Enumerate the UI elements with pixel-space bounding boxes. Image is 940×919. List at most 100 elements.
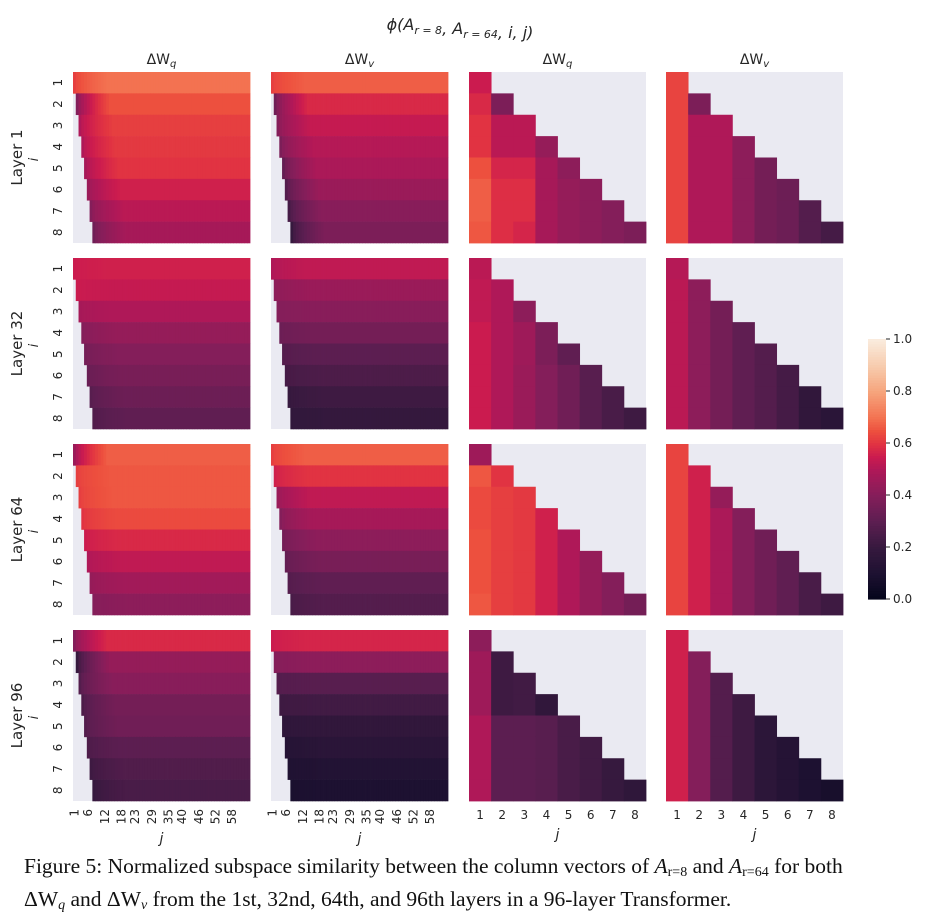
heatmap-cell: [189, 178, 193, 201]
heatmap-cell: [378, 694, 383, 716]
heatmap-cell: [666, 736, 689, 759]
heatmap-cell: [378, 486, 383, 509]
heatmap-cell: [398, 672, 402, 695]
heatmap-cell: [108, 364, 113, 387]
heatmap-cell: [323, 572, 327, 594]
heatmap-cell: [241, 529, 245, 552]
heatmap-cell: [389, 486, 394, 509]
heatmap-cell: [293, 279, 297, 302]
heatmap-cell: [381, 407, 385, 430]
heatmap-cell: [298, 508, 302, 530]
heatmap-cell: [342, 72, 347, 94]
heatmap-cell: [233, 258, 237, 280]
heatmap-cell: [92, 444, 96, 466]
heatmap-cell: [222, 694, 226, 716]
heatmap-cell: [326, 157, 330, 180]
heatmap-cell: [247, 486, 251, 509]
heatmap-cell: [320, 672, 324, 695]
heatmap-cell: [403, 715, 407, 738]
heatmap-cell: [216, 343, 220, 366]
heatmap-cell: [122, 200, 126, 222]
heatmap-cell: [312, 550, 316, 573]
heatmap-cell: [191, 386, 196, 408]
heatmap-cell: [710, 593, 733, 616]
heatmap-cell: [84, 258, 88, 280]
heatmap-cell: [164, 444, 168, 466]
heatmap-cell: [710, 322, 733, 344]
heatmap-cell: [180, 672, 185, 695]
heatmap-cell: [351, 178, 355, 201]
heatmap-cell: [420, 572, 424, 594]
x-tick-label: 40: [373, 809, 387, 824]
heatmap-cell: [342, 630, 347, 652]
heatmap-cell: [202, 736, 207, 759]
heatmap-cell: [128, 258, 132, 280]
heatmap-cell: [189, 322, 193, 344]
heatmap-cell: [776, 550, 800, 573]
heatmap-cell: [117, 343, 121, 366]
heatmap-cell: [414, 114, 418, 137]
heatmap-cell: [666, 444, 689, 466]
heatmap-cell: [387, 136, 391, 158]
heatmap-cell: [172, 550, 176, 573]
heatmap-cell: [436, 758, 441, 780]
heatmap-cell: [128, 651, 132, 674]
heatmap-cell: [238, 258, 243, 280]
heatmap-cell: [230, 157, 234, 180]
heatmap-cell: [414, 465, 418, 488]
heatmap-cell: [666, 72, 689, 94]
heatmap-cell: [425, 157, 430, 180]
heatmap-cell: [340, 364, 344, 387]
heatmap-cell: [392, 593, 396, 616]
heatmap-cell: [211, 736, 215, 759]
heatmap-cell: [392, 572, 396, 594]
heatmap-cell: [172, 114, 176, 137]
heatmap-cell: [236, 465, 240, 488]
heatmap-cell: [373, 221, 377, 244]
heatmap-cell: [340, 736, 344, 759]
heatmap-cell: [439, 136, 443, 158]
heatmap-cell: [362, 221, 366, 244]
heatmap-cell: [353, 157, 358, 180]
heatmap-cell: [153, 157, 157, 180]
colorbar-tick-label: 0.4: [893, 488, 912, 502]
heatmap-cell: [136, 736, 140, 759]
heatmap-cell: [84, 93, 88, 116]
heatmap-cell: [389, 157, 394, 180]
heatmap-cell: [365, 550, 369, 573]
heatmap-cell: [282, 157, 286, 180]
heatmap-cell: [392, 550, 396, 573]
heatmap-cell: [301, 736, 305, 759]
heatmap-cell: [315, 300, 319, 323]
heatmap-cell: [469, 736, 492, 759]
heatmap-cell: [144, 672, 149, 695]
heatmap-cell: [225, 136, 229, 158]
heatmap-cell: [373, 114, 377, 137]
heatmap-cell: [214, 630, 218, 652]
heatmap-cell: [208, 386, 212, 408]
heatmap-cell: [431, 444, 435, 466]
heatmap-cell: [175, 300, 179, 323]
heatmap-cell: [293, 630, 297, 652]
heatmap-cell: [323, 322, 327, 344]
heatmap-cell: [161, 529, 165, 552]
colorbar-segment: [868, 414, 886, 418]
x-tick-label: 6: [81, 809, 95, 817]
x-tick-label: 58: [423, 809, 437, 824]
heatmap-cell: [436, 630, 441, 652]
heatmap-cell: [409, 279, 413, 302]
heatmap-cell: [384, 529, 388, 552]
heatmap-cell: [238, 486, 243, 509]
heatmap-cell: [370, 572, 374, 594]
heatmap-cell: [290, 694, 294, 716]
x-tick-label: 58: [225, 809, 239, 824]
heatmap-cell: [359, 343, 363, 366]
heatmap-cell: [208, 200, 212, 222]
heatmap-cell: [348, 258, 352, 280]
heatmap-cell: [428, 508, 432, 530]
heatmap-cell: [214, 157, 218, 180]
heatmap-cell: [535, 157, 558, 180]
heatmap-cell: [136, 572, 140, 594]
heatmap-cell: [400, 93, 405, 116]
heatmap-cell: [100, 508, 104, 530]
